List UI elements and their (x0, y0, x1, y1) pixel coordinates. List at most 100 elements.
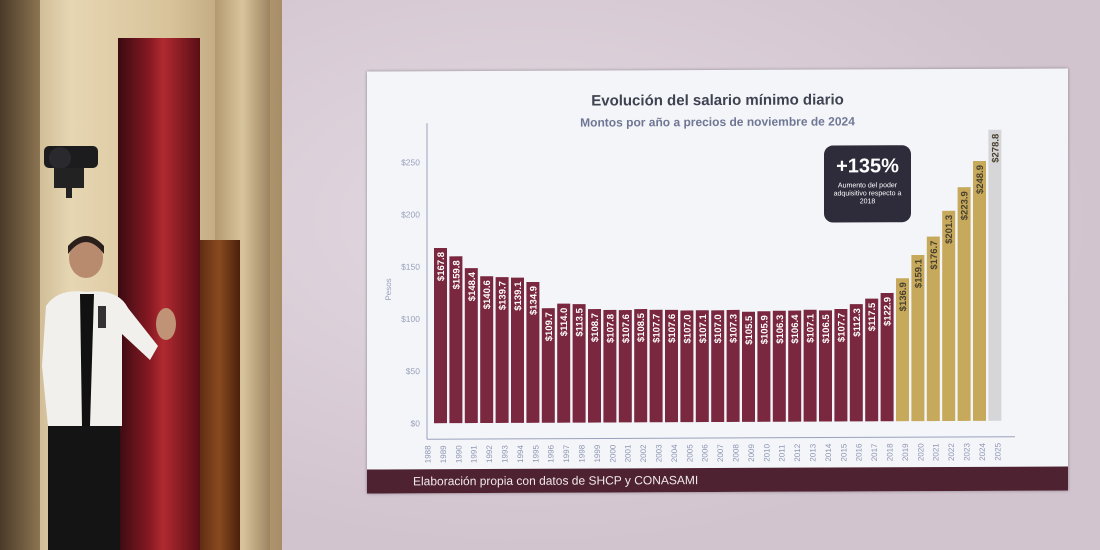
data-label: $114.0 (559, 308, 570, 337)
bar-2023 (957, 187, 971, 421)
data-label: $105.5 (744, 315, 755, 345)
x-axis-line (427, 436, 1015, 440)
bar-2009 (742, 311, 755, 422)
bar-1999 (588, 309, 601, 423)
stone-pillar (0, 0, 40, 550)
x-tick-label: 2021 (932, 443, 941, 461)
data-label: $134.9 (528, 286, 539, 315)
data-label: $201.3 (944, 215, 955, 244)
data-label: $139.7 (498, 281, 509, 310)
badge-value: +135% (836, 155, 899, 178)
data-label: $112.3 (852, 308, 863, 337)
bar-2021 (926, 236, 940, 422)
data-label: $107.8 (605, 314, 616, 343)
bar-1995 (526, 281, 540, 423)
data-label: $176.7 (929, 241, 940, 270)
bar-2010 (757, 311, 771, 422)
x-tick-label: 2003 (655, 444, 664, 462)
data-label: $107.7 (652, 314, 663, 343)
bar-2001 (618, 310, 632, 423)
y-tick-label: $50 (406, 366, 420, 376)
y-tick-label: $100 (401, 314, 420, 324)
data-label: $107.1 (698, 314, 709, 344)
bar-2012 (788, 310, 802, 422)
bar-1993 (495, 277, 509, 423)
x-tick-label: 2015 (839, 443, 848, 461)
data-label: $106.4 (790, 314, 801, 344)
bar-1997 (557, 303, 571, 423)
data-label: $108.7 (590, 313, 601, 342)
data-label: $117.5 (867, 302, 878, 331)
x-tick-label: 1988 (424, 445, 433, 463)
y-tick-label: $0 (411, 418, 421, 428)
data-label: $248.9 (975, 165, 986, 194)
y-axis-label: Pesos (384, 278, 393, 300)
x-tick-label: 2010 (762, 443, 771, 461)
bar-2011 (772, 310, 786, 422)
data-label: $136.9 (898, 282, 909, 311)
x-tick-label: 1994 (516, 444, 525, 462)
x-tick-label: 2006 (701, 444, 710, 462)
data-label: $107.0 (713, 314, 724, 343)
x-tick-label: 2000 (608, 444, 617, 462)
badge-caption: Aumento del poder adquisitivo respecto a… (833, 182, 902, 206)
data-label: $113.5 (575, 307, 586, 336)
x-tick-label: 2008 (732, 444, 741, 462)
data-label: $278.8 (990, 134, 1001, 163)
wooden-door (198, 240, 240, 550)
x-tick-label: 2001 (624, 444, 633, 462)
data-label: $159.1 (913, 258, 924, 288)
bar-1998 (572, 304, 586, 423)
bar-chart: $0 $50 $100 $150 $200 $250 Pesos $167.8 $159.8 $1… (384, 123, 1015, 463)
x-tick-label: 2017 (870, 443, 879, 461)
bar-2004 (665, 309, 678, 423)
bar-2020 (911, 254, 925, 422)
source-footer: Elaboración propia con datos de SHCP y C… (367, 466, 1068, 494)
data-label: $107.7 (836, 313, 847, 342)
data-label: $107.3 (729, 314, 740, 343)
video-camera-icon (44, 146, 98, 198)
x-tick-label: 1996 (547, 444, 556, 462)
x-tick-label: 2020 (916, 443, 925, 461)
x-tick-label: 2023 (963, 443, 972, 461)
data-label: $106.3 (775, 315, 786, 344)
data-label: $105.9 (759, 315, 770, 344)
bar-2007 (711, 310, 725, 423)
data-label: $148.4 (467, 271, 478, 301)
x-tick-label: 2022 (947, 443, 956, 461)
bar-2022 (942, 210, 956, 422)
y-tick-label: $200 (401, 209, 420, 219)
x-tick-label: 2005 (685, 444, 694, 462)
x-tick-label: 1997 (562, 444, 571, 462)
bar-2017 (865, 298, 879, 422)
bar-2025 (988, 129, 1002, 421)
increase-badge: +135% Aumento del poder adquisitivo resp… (824, 145, 911, 223)
x-tick-label: 2019 (901, 443, 910, 461)
bar-2013 (803, 309, 817, 422)
bar-1996 (541, 308, 555, 423)
bar-1989 (434, 247, 447, 424)
x-tick-label: 1989 (439, 445, 448, 463)
bar-2015 (834, 308, 848, 422)
y-tick-label: $150 (401, 262, 420, 272)
bar-2016 (849, 304, 863, 422)
data-label: $108.5 (636, 312, 647, 342)
x-tick-label: 2014 (824, 443, 833, 461)
bar-2000 (603, 309, 617, 423)
x-tick-label: 1995 (531, 444, 540, 462)
x-tick-label: 2007 (716, 444, 725, 462)
x-tick-label: 2018 (886, 443, 895, 461)
x-tick-label: 1998 (578, 444, 587, 462)
data-label: $107.0 (682, 314, 693, 343)
data-label: $223.9 (960, 191, 971, 220)
x-tick-label: 2002 (639, 444, 648, 462)
data-label: $159.8 (451, 260, 462, 289)
x-tick-label: 1992 (485, 445, 494, 463)
red-curtain (118, 38, 200, 550)
data-label: $167.8 (436, 252, 447, 281)
y-tick-label: $250 (401, 157, 420, 167)
data-label: $122.9 (883, 297, 894, 326)
bar-2019 (896, 278, 909, 422)
bar-1994 (511, 277, 524, 423)
bar-1992 (480, 276, 494, 424)
